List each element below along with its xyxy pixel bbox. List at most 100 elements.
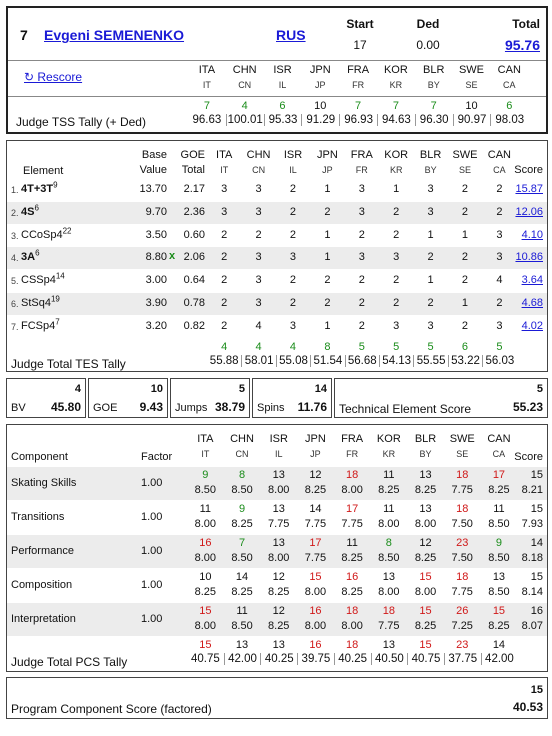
judge-country-can: CA: [503, 80, 516, 90]
tally-rank: 7: [430, 100, 437, 112]
total-score-link[interactable]: 95.76: [504, 37, 540, 53]
skater-name-link[interactable]: Evgeni SEMENENKO: [44, 27, 185, 43]
tally-rank: 4: [255, 341, 262, 353]
tally-rank: 5: [393, 341, 400, 353]
judge-mark: 3: [496, 319, 503, 332]
component-rank: 9: [495, 537, 502, 549]
component-rank: 23: [456, 537, 469, 549]
component-rank: 13: [272, 469, 285, 481]
judge-mark: 3: [358, 205, 365, 218]
nation-link[interactable]: RUS: [276, 27, 306, 43]
component-mark: 7.75: [451, 586, 473, 598]
jumps-box: 5 Jumps 38.79: [170, 378, 250, 418]
component-rank: 12: [272, 605, 285, 617]
component-factor: 1.00: [141, 579, 163, 591]
judge-mark: 2: [289, 297, 297, 309]
judge-mark: 2: [289, 183, 297, 195]
score-col-header: Score: [514, 164, 543, 176]
component-rank: 7: [238, 537, 246, 549]
judge-mark: 2: [289, 274, 297, 287]
component-mark: 7.75: [304, 552, 327, 564]
element-score-link[interactable]: 4.02: [521, 319, 543, 332]
element-judge-count: 22: [62, 225, 72, 235]
element-judge-count: 6: [34, 203, 39, 213]
tally-value: 54.13: [379, 355, 413, 367]
judge-mark: 3: [427, 205, 434, 218]
judge-country-swe: SE: [458, 165, 471, 175]
component-score: 8.21: [521, 484, 543, 496]
ded-label: Ded: [416, 17, 440, 31]
judge-mark: 2: [324, 274, 331, 287]
judge-code-ita: ITA: [216, 149, 233, 161]
start-label: Start: [346, 17, 374, 31]
judge-mark: 1: [324, 251, 331, 264]
judge-code-isr: ISR: [283, 149, 303, 161]
tally-rank: 10: [465, 100, 478, 112]
component-score: 7.93: [521, 518, 543, 530]
tally-value: 40.75: [190, 653, 220, 665]
goe-value: 0.64: [183, 274, 205, 287]
tally-rank: 10: [314, 100, 327, 112]
judge-country-chn: CN: [252, 165, 266, 175]
judge-mark: 1: [427, 274, 434, 287]
tally-rank: 6: [506, 100, 513, 112]
component-rank: 11: [236, 605, 248, 617]
component-rank: 15: [492, 605, 506, 617]
component-rank: 12: [419, 537, 432, 549]
judge-mark: 2: [358, 319, 365, 332]
judge-country-chn: CN: [235, 449, 249, 459]
component-rank: 17: [346, 503, 359, 515]
spins-label: Spins: [257, 402, 285, 414]
jumps-label: Jumps: [175, 402, 208, 414]
tally-value: 96.30: [414, 114, 453, 126]
tally-value: 39.75: [297, 653, 334, 665]
component-row: Composition 1.00 10 8.25 14 8.25 12 8.25 15 8.00 1…: [7, 569, 547, 602]
component-mark: 8.50: [378, 552, 400, 564]
tally-value: 51.54: [310, 355, 344, 367]
component-mark: 8.50: [488, 552, 510, 564]
bv-count: 4: [74, 383, 81, 395]
component-rank: 8: [238, 469, 246, 481]
element-score-link[interactable]: 4.68: [521, 297, 543, 309]
pcs-total-rank: 15: [530, 684, 543, 696]
element-score-link[interactable]: 4.10: [521, 228, 543, 241]
rescore-link[interactable]: ↻ Rescore: [24, 70, 83, 84]
goe-label: GOE: [93, 402, 118, 414]
judge-mark: 3: [496, 251, 503, 264]
judge-code-blr: BLR: [414, 433, 437, 445]
component-rank: 11: [493, 503, 505, 515]
element-score-link[interactable]: 3.64: [521, 274, 543, 287]
element-number: 2.: [11, 207, 19, 218]
component-mark: 7.75: [268, 518, 290, 530]
start-value: 17: [353, 38, 367, 52]
element-label: FCSp47: [21, 318, 60, 332]
element-row: 6. StSq419 3.90 0.78 2 3 2 2 2 2 2 1 2 4.68: [7, 293, 547, 315]
judge-code-swe: SWE: [449, 433, 475, 445]
component-mark: 7.75: [304, 518, 327, 530]
component-rank: 11: [383, 503, 395, 515]
element-score-link[interactable]: 10.86: [515, 251, 543, 264]
tally-rank: 18: [346, 639, 359, 651]
tally-value: 56.03: [482, 355, 516, 367]
judge-mark: 3: [358, 183, 365, 195]
component-mark: 8.50: [231, 484, 253, 496]
bv-value: 45.80: [50, 400, 81, 414]
judge-mark: 2: [289, 205, 297, 218]
element-score-link[interactable]: 12.06: [515, 205, 543, 218]
tally-rank: 7: [203, 100, 210, 112]
judge-mark: 2: [324, 297, 331, 309]
element-score-link[interactable]: 15.87: [515, 183, 543, 195]
judge-country-chn: CN: [238, 80, 252, 90]
element-judge-count: 9: [53, 180, 58, 190]
component-mark: 8.25: [378, 484, 400, 496]
judge-mark: 2: [393, 228, 400, 241]
judge-country-kor: KR: [382, 449, 396, 459]
component-mark: 8.00: [304, 586, 327, 598]
component-mark: 8.50: [231, 620, 253, 632]
tss-tally-row: 7 96.63 4 100.01 6 95.33 10 91.29 7 96.93 7 94.63 7 9…: [188, 100, 528, 130]
component-rank: 18: [456, 571, 469, 583]
judge-mark: 4: [255, 319, 262, 332]
component-row: Performance 1.00 16 8.00 7 8.50 13 8.00 17 7.75 11…: [7, 535, 547, 568]
goe-value: 2.06: [183, 251, 205, 264]
base-value: 3.50: [145, 228, 167, 241]
